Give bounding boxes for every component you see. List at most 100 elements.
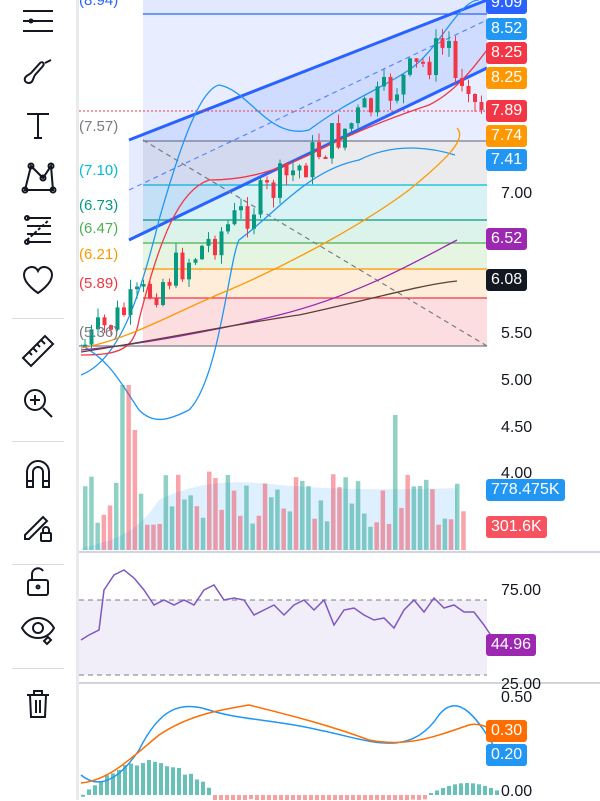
volume-bar — [126, 385, 131, 550]
macd-histogram-bar — [195, 779, 199, 795]
macd-histogram-bar — [411, 795, 415, 800]
volume-bar — [238, 515, 243, 550]
volume-bar — [287, 511, 293, 550]
lock-pencil-icon[interactable] — [13, 504, 63, 548]
eye-icon[interactable] — [13, 606, 63, 650]
candle-body — [427, 61, 432, 76]
macd-histogram-bar — [309, 795, 313, 800]
zoom-in-icon[interactable] — [13, 381, 63, 425]
volume-bar — [374, 522, 379, 550]
macd-histogram-bar — [171, 767, 175, 795]
volume-bar — [461, 511, 466, 550]
macd-histogram-bar — [183, 774, 187, 795]
price-axis-tick: 5.00 — [501, 372, 533, 389]
candle-body — [258, 180, 263, 215]
macd-histogram-bar — [177, 767, 181, 795]
fib-label: (5.89) — [79, 275, 119, 292]
text-icon[interactable] — [13, 103, 63, 147]
candle-body — [226, 224, 230, 232]
price-label: 8.52 — [486, 18, 528, 40]
candlesticks[interactable] — [83, 29, 484, 350]
pattern-icon[interactable] — [13, 155, 63, 199]
candle-body — [200, 245, 204, 260]
candle-body — [336, 123, 341, 148]
volume-bar — [281, 508, 286, 550]
volume-bar — [182, 499, 187, 550]
bollinger-basis — [80, 49, 488, 356]
macd-histogram-bar — [81, 794, 85, 797]
macd-histogram-bar — [333, 795, 337, 800]
candle-body — [102, 317, 107, 326]
rsi-pane[interactable] — [79, 569, 495, 676]
price-axis-tick: 4.00 — [501, 465, 533, 482]
candle-body — [213, 238, 217, 256]
candle-body — [193, 259, 198, 263]
macd-histogram-bar — [495, 790, 499, 795]
volume-bar — [89, 476, 94, 550]
brush-icon[interactable] — [13, 50, 63, 94]
macd-histogram-bar — [87, 789, 91, 795]
favorites-heart-icon[interactable] — [13, 258, 63, 302]
candle-body — [128, 289, 133, 316]
volume-pane[interactable] — [81, 385, 466, 550]
candle-body — [362, 98, 367, 108]
price-label: 9.09 — [486, 0, 528, 14]
macd-histogram-bar — [135, 765, 139, 795]
ma-brown — [80, 280, 458, 353]
candle-body — [148, 283, 152, 298]
unlock-icon[interactable] — [13, 559, 63, 603]
volume-bar — [331, 474, 336, 550]
volume-label: 301.6K — [486, 516, 547, 538]
macd-histogram-bar — [165, 766, 169, 795]
volume-bar — [362, 513, 367, 550]
macd-histogram-bar — [129, 763, 133, 795]
chart-area[interactable]: (8.94) (7.57) (7.10) (6.73) (6.47) (6.21… — [79, 0, 600, 800]
macd-histogram-bar — [363, 795, 367, 800]
fib-label: (7.57) — [79, 118, 119, 135]
macd-histogram-bar — [387, 795, 391, 800]
volume-bar — [448, 519, 454, 550]
candle-body — [135, 286, 139, 290]
macd-histogram-bar — [255, 795, 259, 800]
ruler-icon[interactable] — [13, 329, 63, 373]
volume-bar — [194, 506, 200, 550]
trend-line[interactable] — [142, 139, 488, 347]
volume-bar — [132, 430, 138, 550]
volume-bar — [430, 489, 435, 550]
price-label: 6.52 — [486, 228, 528, 250]
volume-label: 778.475K — [486, 479, 565, 501]
fib-zone — [143, 298, 487, 346]
volume-bar — [120, 385, 125, 550]
candle-body — [245, 206, 250, 229]
volume-bar — [424, 479, 429, 550]
macd-histogram-bar — [159, 763, 163, 795]
trash-icon[interactable] — [13, 682, 63, 726]
candle-body — [323, 157, 328, 160]
volume-bar — [231, 490, 237, 550]
volume-bar — [312, 518, 317, 550]
macd-pane[interactable] — [80, 704, 500, 800]
volume-bar — [169, 506, 175, 550]
macd-histogram-bar — [393, 795, 397, 800]
candle-body — [356, 107, 360, 124]
candle-body — [434, 38, 438, 76]
macd-histogram-bar — [399, 795, 403, 800]
volume-bar — [95, 522, 100, 550]
macd-histogram-bar — [141, 763, 145, 795]
price-axis-tick: 4.50 — [501, 419, 533, 436]
price-axis-tick: 7.00 — [501, 185, 533, 202]
macd-histogram-bar — [477, 784, 481, 795]
magnet-icon[interactable] — [13, 452, 63, 496]
macd-histogram-bar — [267, 795, 271, 800]
macd-histogram-bar — [99, 781, 103, 795]
macd-histogram-bar — [219, 795, 223, 800]
volume-bar — [176, 474, 181, 550]
menu-lines-icon[interactable] — [13, 0, 63, 44]
macd-histogram-bar — [339, 795, 343, 800]
macd-histogram-bar — [297, 795, 301, 800]
fib-tool-icon[interactable] — [13, 207, 63, 251]
fib-retracement[interactable] — [79, 0, 487, 347]
price-label: 7.89 — [486, 100, 528, 122]
chart-canvas[interactable] — [79, 0, 600, 800]
macd-histogram-bar — [375, 795, 379, 800]
